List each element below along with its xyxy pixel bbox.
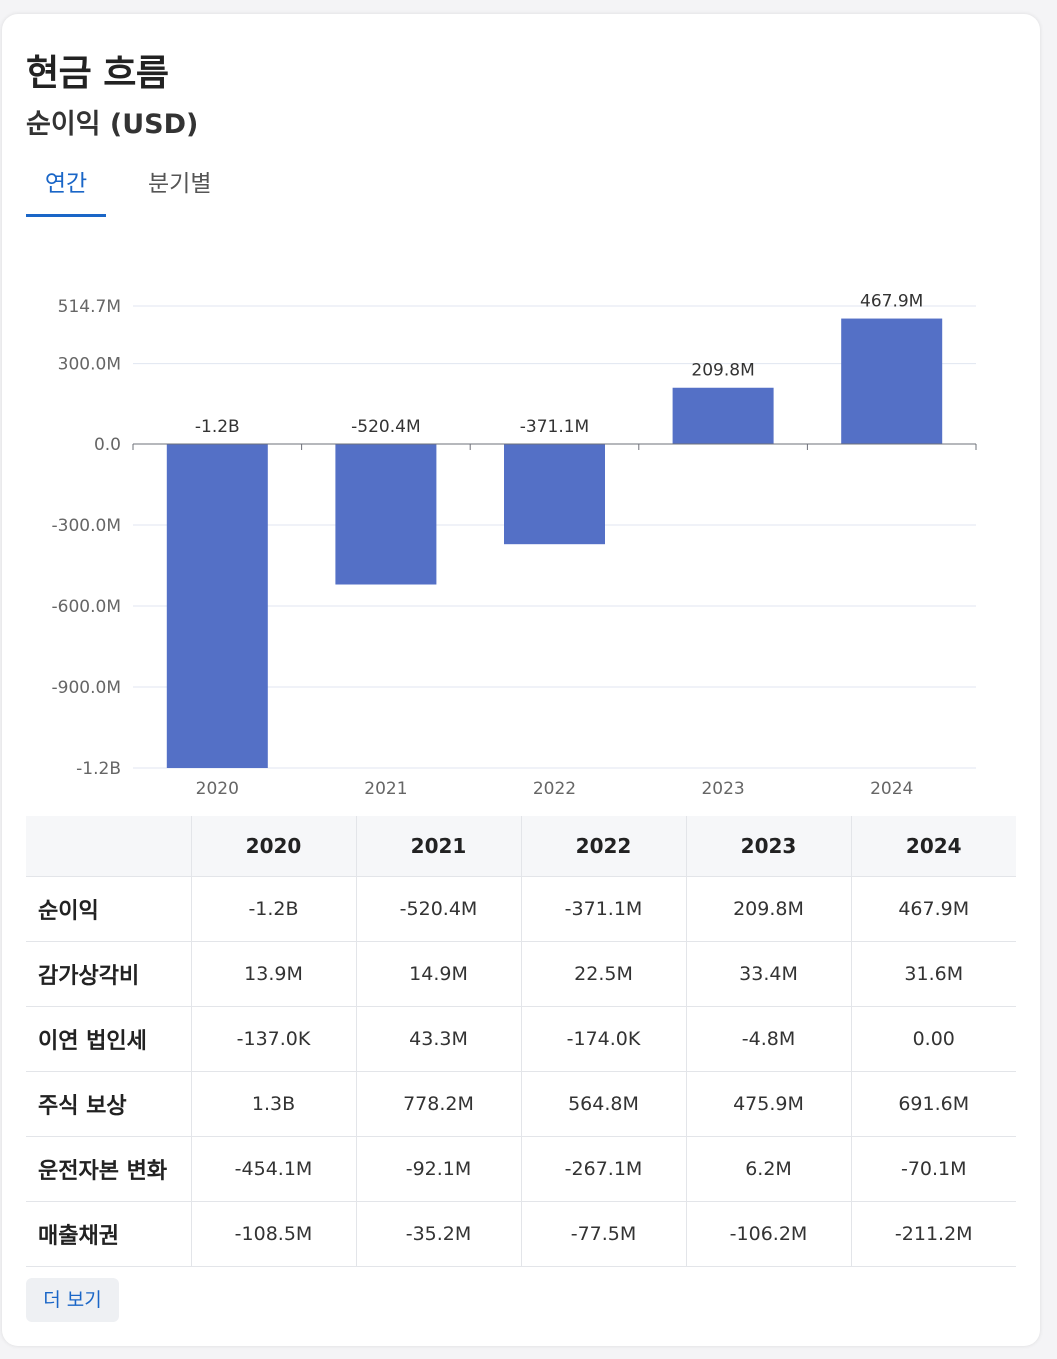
row-label: 감가상각비 bbox=[26, 941, 192, 1007]
table-cell: -4.8M bbox=[686, 1006, 852, 1072]
chart-subtitle: 순이익 (USD) bbox=[26, 109, 199, 140]
bar-value-label: -371.1M bbox=[520, 417, 589, 437]
table-cell: 6.2M bbox=[686, 1136, 852, 1202]
table-header-row: 2020 2021 2022 2023 2024 bbox=[26, 816, 1016, 877]
table-cell: 22.5M bbox=[521, 941, 687, 1007]
bar bbox=[841, 318, 943, 444]
table-cell: -371.1M bbox=[521, 876, 687, 942]
cash-flow-table: 2020 2021 2022 2023 2024 순이익 -1.2B -520.4M -371… bbox=[26, 816, 1016, 1267]
x-tick-label: 2021 bbox=[364, 779, 407, 799]
table-cell: -174.0K bbox=[521, 1006, 687, 1072]
x-tick-label: 2022 bbox=[533, 779, 576, 799]
table-cell: -137.0K bbox=[191, 1006, 357, 1072]
table-cell: -211.2M bbox=[851, 1201, 1016, 1267]
table-cell: -77.5M bbox=[521, 1201, 687, 1267]
table-header-year: 2022 bbox=[521, 816, 687, 877]
table-cell: 33.4M bbox=[686, 941, 852, 1007]
table-cell: -1.2B bbox=[191, 876, 357, 942]
table-row: 주식 보상 1.3B 778.2M 564.8M 475.9M 691.6M bbox=[26, 1071, 1016, 1137]
x-tick-label: 2023 bbox=[701, 779, 744, 799]
table-cell: 1.3B bbox=[191, 1071, 357, 1137]
table-header-year: 2023 bbox=[686, 816, 852, 877]
y-tick-label: -1.2B bbox=[76, 759, 121, 779]
table-header-year: 2020 bbox=[191, 816, 357, 877]
row-label: 매출채권 bbox=[26, 1201, 192, 1267]
table-header-blank bbox=[26, 816, 192, 877]
table-cell: 0.00 bbox=[851, 1006, 1016, 1072]
table-row: 매출채권 -108.5M -35.2M -77.5M -106.2M -211.2M bbox=[26, 1201, 1016, 1267]
table-cell: -70.1M bbox=[851, 1136, 1016, 1202]
row-label: 주식 보상 bbox=[26, 1071, 192, 1137]
table-cell: 209.8M bbox=[686, 876, 852, 942]
tab-quarterly[interactable]: 분기별 bbox=[148, 171, 212, 197]
bar-value-label: 209.8M bbox=[691, 361, 754, 381]
page-title: 현금 흐름 bbox=[26, 53, 169, 94]
table-cell: 14.9M bbox=[356, 941, 522, 1007]
y-tick-label: 514.7M bbox=[58, 297, 121, 317]
x-tick-label: 2020 bbox=[196, 779, 239, 799]
table-header-year: 2021 bbox=[356, 816, 522, 877]
y-tick-label: -300.0M bbox=[52, 516, 121, 536]
table-cell: -267.1M bbox=[521, 1136, 687, 1202]
tab-annual[interactable]: 연간 bbox=[26, 164, 106, 217]
table-cell: -35.2M bbox=[356, 1201, 522, 1267]
table-cell: 778.2M bbox=[356, 1071, 522, 1137]
table-cell: -454.1M bbox=[191, 1136, 357, 1202]
table-cell: 467.9M bbox=[851, 876, 1016, 942]
bar-value-label: 467.9M bbox=[860, 292, 923, 312]
row-label: 이연 법인세 bbox=[26, 1006, 192, 1072]
row-label: 운전자본 변화 bbox=[26, 1136, 192, 1202]
bar bbox=[672, 387, 774, 444]
table-cell: -106.2M bbox=[686, 1201, 852, 1267]
bar bbox=[504, 444, 605, 545]
table-cell: -520.4M bbox=[356, 876, 522, 942]
row-label: 순이익 bbox=[26, 876, 192, 942]
bar-value-label: -520.4M bbox=[351, 417, 420, 437]
y-tick-label: -900.0M bbox=[52, 678, 121, 698]
bar bbox=[166, 444, 268, 768]
table-row: 이연 법인세 -137.0K 43.3M -174.0K -4.8M 0.00 bbox=[26, 1006, 1016, 1072]
x-tick-label: 2024 bbox=[870, 779, 913, 799]
table-header-year: 2024 bbox=[851, 816, 1016, 877]
table-cell: 43.3M bbox=[356, 1006, 522, 1072]
more-button[interactable]: 더 보기 bbox=[26, 1278, 119, 1322]
table-cell: -108.5M bbox=[191, 1201, 357, 1267]
table-row: 순이익 -1.2B -520.4M -371.1M 209.8M 467.9M bbox=[26, 876, 1016, 942]
table-row: 감가상각비 13.9M 14.9M 22.5M 33.4M 31.6M bbox=[26, 941, 1016, 1007]
table-row: 운전자본 변화 -454.1M -92.1M -267.1M 6.2M -70.1M bbox=[26, 1136, 1016, 1202]
bar bbox=[335, 444, 437, 585]
table-cell: 564.8M bbox=[521, 1071, 687, 1137]
y-tick-label: 0.0 bbox=[94, 435, 121, 455]
table-cell: 691.6M bbox=[851, 1071, 1016, 1137]
bar-value-label: -1.2B bbox=[195, 417, 240, 437]
y-tick-label: 300.0M bbox=[58, 355, 121, 375]
table-cell: 13.9M bbox=[191, 941, 357, 1007]
net-income-bar-chart: 514.7M 300.0M 0.0 -300.0M -600.0M -900.0M -1.2… bbox=[52, 292, 977, 799]
table-cell: 475.9M bbox=[686, 1071, 852, 1137]
y-tick-label: -600.0M bbox=[52, 597, 121, 617]
table-cell: -92.1M bbox=[356, 1136, 522, 1202]
table-cell: 31.6M bbox=[851, 941, 1016, 1007]
